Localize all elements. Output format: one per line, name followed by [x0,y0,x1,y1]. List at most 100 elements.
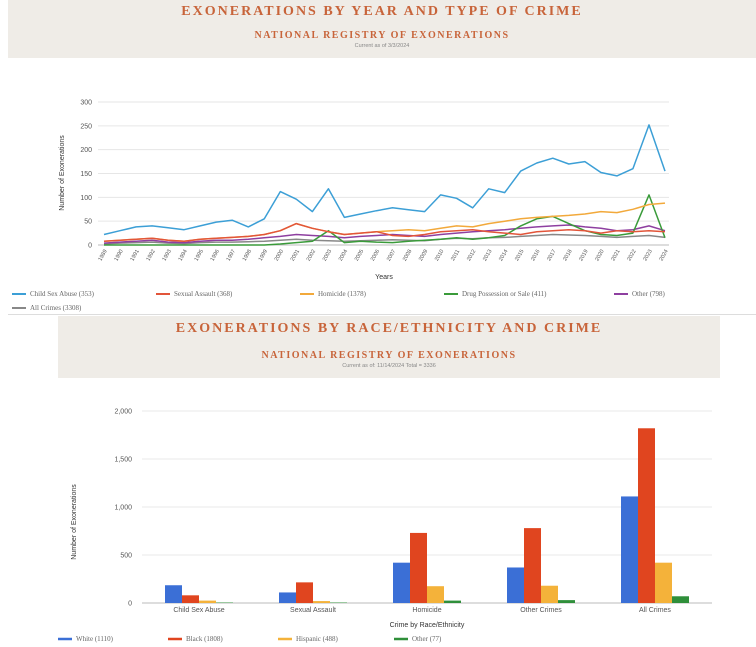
y-tick-label: 500 [120,553,132,560]
y-tick-label: 150 [80,171,92,178]
y-tick-label: 200 [80,147,92,154]
x-tick-label: 1997 [226,249,237,263]
bar [165,585,182,603]
bar [638,428,655,603]
x-tick-label: 2004 [338,249,349,263]
bar [444,600,461,603]
bar [558,600,575,603]
x-tick-label: 2019 [578,249,589,263]
x-tick-label: 2014 [498,249,509,263]
bar [541,585,558,603]
x-tick-label: 2020 [594,249,605,263]
x-tick-label: 2013 [482,249,493,263]
x-tick-label: Homicide [412,607,441,614]
y-tick-label: 1,500 [114,457,132,464]
x-tick-label: 2008 [402,249,413,263]
x-tick-label: 1990 [114,249,125,263]
x-tick-label: 1993 [162,249,173,263]
x-tick-label: Child Sex Abuse [173,607,224,614]
x-tick-label: 2017 [546,249,557,263]
bar [279,592,296,603]
legend-label: Sexual Assault (368) [174,290,233,298]
x-tick-label: 2011 [450,249,461,262]
x-tick-label: 1989 [97,249,108,263]
top-chart-title: EXONERATIONS BY YEAR AND TYPE OF CRIME [181,4,583,19]
x-axis-label: Crime by Race/Ethnicity [390,622,465,629]
series-line [103,222,666,242]
y-axis-label: Number of Exonerations [71,484,78,560]
bar [655,562,672,603]
y-tick-label: 300 [80,100,92,107]
x-tick-label: 1998 [242,249,253,263]
x-tick-label: 1994 [178,249,189,263]
x-tick-label: 2022 [626,249,637,263]
bar [199,600,216,603]
bar [313,601,330,603]
top-chart-note: Current as of 3/3/2024 [354,43,410,49]
y-axis-label: Number of Exonerations [59,135,66,211]
x-tick-label: 2005 [354,249,365,263]
legend-label: Other (798) [632,290,666,298]
legend-label: Child Sex Abuse (353) [30,290,95,298]
bar [524,528,541,603]
x-tick-label: 2000 [274,249,285,263]
x-tick-label: 2018 [562,249,573,263]
x-tick-label: 2006 [370,249,381,263]
y-tick-label: 250 [80,123,92,130]
x-tick-label: 2003 [322,249,333,263]
legend-label: All Crimes (3308) [30,304,82,312]
x-tick-label: 2015 [514,249,525,263]
bottom-chart-note: Current as of: 11/14/2024 Total = 3336 [342,363,436,369]
bar [182,595,199,603]
x-tick-label: 2001 [290,249,301,263]
bottom-chart-title: EXONERATIONS BY RACE/ETHNICITY AND CRIME [175,321,603,336]
x-tick-label: Sexual Assault [290,607,336,614]
bar [296,582,313,603]
bar [393,562,410,603]
x-tick-label: All Crimes [639,607,671,614]
y-tick-label: 0 [88,243,92,250]
x-tick-label: 1992 [146,249,157,263]
bar [507,567,524,603]
legend-label: Drug Possession or Sale (411) [462,290,547,298]
series-line [104,194,666,246]
chart-divider [8,314,756,315]
legend-label: Homicide (1378) [318,290,367,298]
series-line [103,124,666,236]
x-tick-label: 2024 [658,249,669,263]
legend-label: Hispanic (488) [296,635,338,643]
line-chart-exonerations-by-year: 0 50 100 150 200 250 300 1989 1990 1991 1992 1993 19… [12,100,670,312]
legend-label: White (1110) [76,635,114,643]
bar [672,596,689,603]
bottom-chart-subtitle: NATIONAL REGISTRY OF EXONERATIONS [261,350,517,361]
x-tick-label: 2010 [434,249,445,263]
bottom-chart-header: EXONERATIONS BY RACE/ETHNICITY AND CRIME… [58,316,720,378]
x-tick-label: 2002 [306,249,317,263]
bar [410,532,427,603]
series-line [103,233,666,245]
legend-label: Black (1808) [186,635,223,643]
x-tick-label: 2016 [530,249,541,263]
top-chart-subtitle: NATIONAL REGISTRY OF EXONERATIONS [254,30,510,41]
x-tick-label: 1991 [130,249,141,263]
y-tick-label: 100 [80,195,92,202]
y-tick-label: 2,000 [114,409,132,416]
x-tick-label: 2021 [610,249,621,263]
bar [427,586,444,603]
y-tick-label: 0 [128,601,132,608]
x-tick-label: 2007 [386,249,397,263]
x-tick-label: 2009 [418,249,429,263]
x-tick-label: 1996 [210,249,221,263]
y-tick-label: 1,000 [114,505,132,512]
y-tick-label: 50 [84,219,92,226]
x-tick-label: 2023 [642,249,653,263]
legend-label: Other (77) [412,635,442,643]
bar [621,496,638,603]
x-axis-label: Years [375,274,393,281]
x-tick-label: 2012 [466,249,477,263]
top-chart-header: EXONERATIONS BY YEAR AND TYPE OF CRIME N… [8,0,756,58]
x-tick-label: 1999 [258,249,269,263]
x-tick-label: 1995 [194,249,205,263]
x-tick-label: Other Crimes [520,607,562,614]
